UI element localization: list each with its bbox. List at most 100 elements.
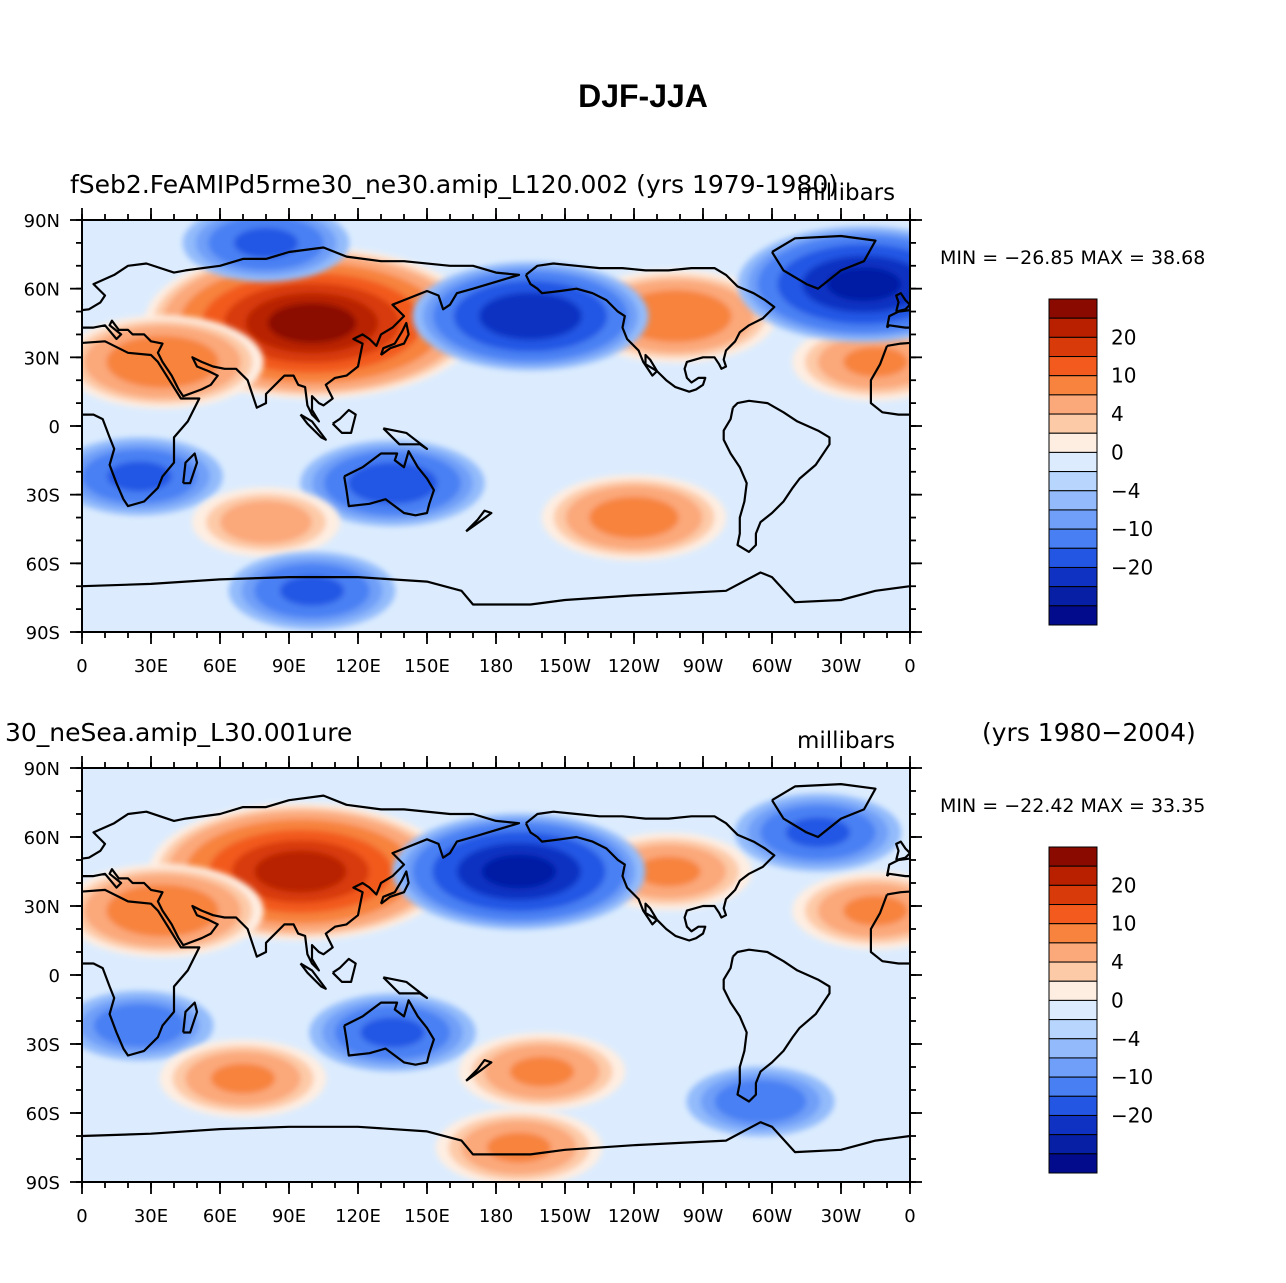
y-tick-label: 30S [26,1035,60,1056]
coastline-samerica [722,948,831,1103]
coastline-antarctica [909,1134,910,1136]
colorbar-swatch [1048,1076,1098,1097]
coastline-newguinea [382,427,429,450]
y-tick-label: 60N [24,280,60,301]
panel2-title: 30_neSea.amip_L30.001ure [5,718,353,747]
contour-fill [619,290,732,343]
field-feature-12 [435,1108,603,1182]
contour-fill [486,1132,552,1163]
colorbar-label: −4 [1111,479,1140,503]
coastline-antarctica [82,1121,910,1156]
coastline-borneo [331,408,357,434]
coastline-nz [465,1059,493,1082]
x-tick-label: 180 [479,656,513,677]
x-tick-label: 30E [134,1206,168,1227]
coastline-japan [1209,323,1237,355]
y-tick-label: 30N [24,897,60,918]
contour-fill [636,856,701,887]
x-tick-label: 60E [203,656,237,677]
colorbar-swatch [1048,375,1098,396]
contour-fill [509,1056,575,1087]
y-tick-label: 60S [26,1104,60,1125]
x-tick-label: 150E [404,1206,450,1227]
map-panel-2 [82,768,1262,1182]
coastline-australia [1172,1000,1262,1064]
colorbar-label: −10 [1111,517,1153,541]
colorbar-label: −20 [1111,555,1153,579]
y-tick-label: 30S [26,486,60,507]
colorbar-swatch [1048,923,1098,944]
coastline-japan [379,321,410,356]
coastline-sumatra [299,413,327,441]
contour-fill [279,575,345,606]
field-feature-9 [82,437,223,516]
x-tick-label: 120W [608,656,660,677]
field-feature-11 [686,1066,835,1137]
field-feature-5 [412,261,649,371]
colorbar-swatch [1048,1038,1098,1059]
colorbar-swatch [1048,317,1098,338]
contour-fill [254,850,347,893]
colorbar-swatch [1048,980,1098,1001]
colorbar-swatch [1048,1057,1098,1078]
coastlines [82,234,1255,606]
y-tick-label: 0 [49,417,60,438]
x-tick-label: 30W [821,1206,862,1227]
panel1-units: millibars [797,180,896,206]
coastline-australia [343,450,435,517]
field-feature-11 [191,487,341,558]
contour-fill [210,1063,276,1094]
colorbar-swatch [1048,999,1098,1021]
colorbar-swatch [1048,904,1098,925]
coastlines [82,783,1262,1156]
colorbar-swatch [1048,298,1098,319]
coastline-antarctica [82,571,910,606]
coastline-antarctica [909,585,910,587]
panel1-title: fSeb2.FeAMIPd5rme30_ne30.amip_L120.002 (… [70,170,838,199]
colorbar-label: 10 [1111,912,1136,936]
x-tick-label: 90E [272,1206,306,1227]
colorbar-swatch [1048,451,1098,473]
coastline-japan [379,870,410,905]
contour-fill [267,303,357,343]
x-tick-label: 90W [683,656,724,677]
y-tick-label: 90S [26,623,60,644]
colorbar-swatch [1048,605,1098,626]
colorbar-label: 4 [1111,950,1124,974]
y-tick-label: 90N [24,211,60,232]
x-tick-label: 90W [683,1206,724,1227]
coastline-madagascar [1011,1003,1025,1033]
colorbar-swatch [1048,394,1098,415]
field-feature-10 [541,474,727,561]
contour-fill [785,817,851,848]
coastline-namerica [524,810,776,942]
x-tick-label: 120E [335,1206,381,1227]
coastline-nz [465,509,493,533]
colorbar-swatch [1048,1134,1098,1155]
contour-fill [843,346,908,377]
coastline-eurasia [82,246,521,423]
coastline-africa [82,888,201,1057]
x-tick-label: 150W [539,1206,591,1227]
coastline-borneo [1161,410,1184,433]
colorbar-swatch [1048,1153,1098,1174]
x-tick-label: 90E [272,656,306,677]
coastline-newguinea [1211,977,1255,998]
colorbar-swatch [1048,528,1098,549]
panel2-units: millibars [797,728,896,754]
coastline-madagascar [182,452,199,485]
coastline-uk [895,840,910,862]
colorbar-swatch [1048,1114,1098,1136]
coastline-newguinea [1211,428,1255,449]
coastline-namerica [524,262,776,393]
x-tick-label: 30E [134,656,168,677]
contour-fill [714,1079,807,1124]
coastline-uk [895,292,910,313]
coastline-uk [82,851,84,855]
field-feature-4 [792,322,910,401]
colorbar-swatch [1048,509,1098,530]
colorbar-1: 20 10 4 0 −4 −10 −20 [1048,298,1153,626]
coastline-greenland [771,234,877,290]
field-feature-12 [228,551,396,630]
